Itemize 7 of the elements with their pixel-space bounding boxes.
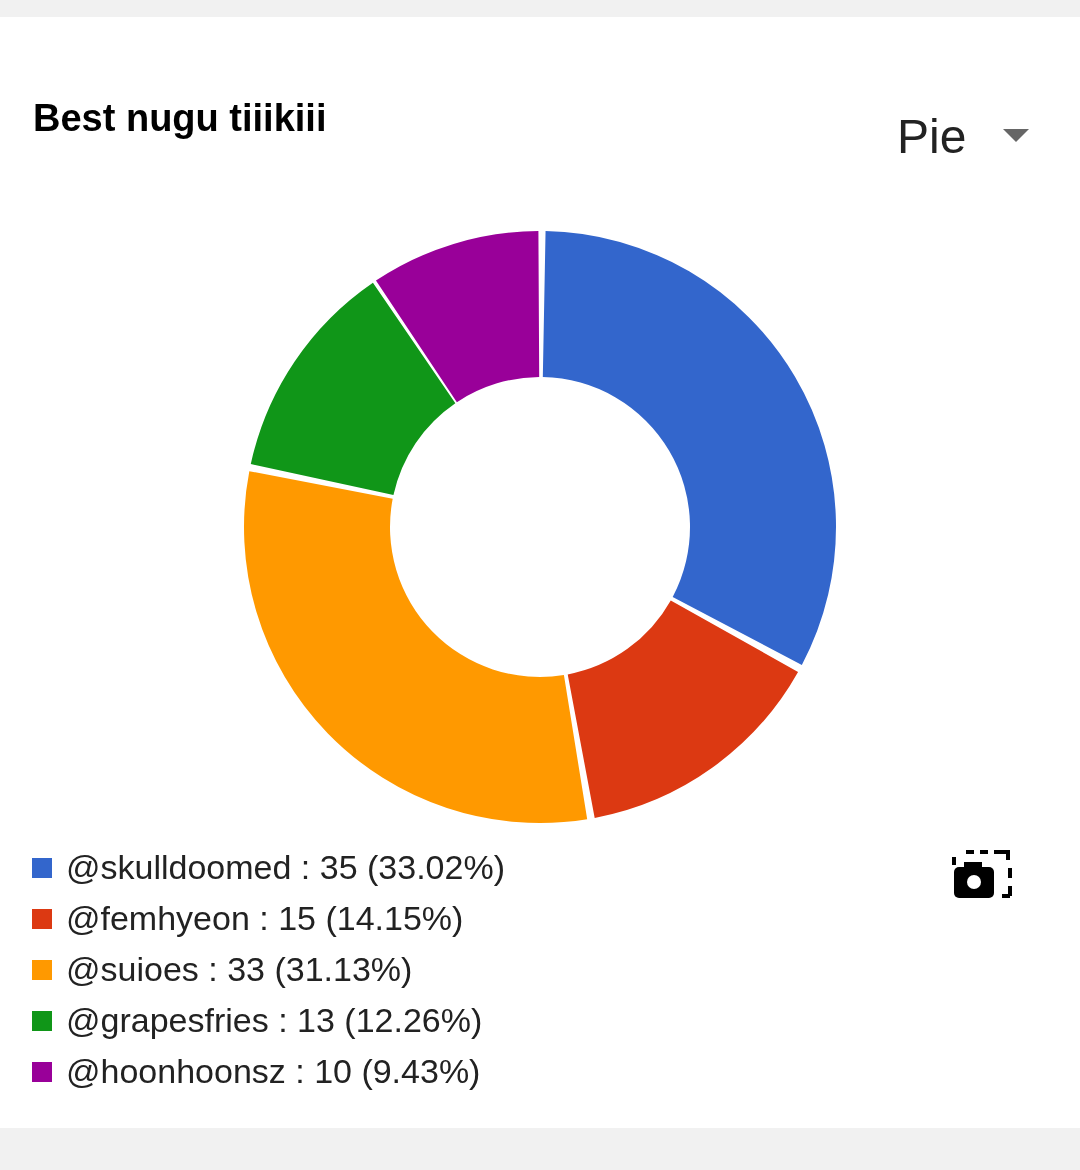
legend-label: @femhyeon : 15 (14.15%) xyxy=(66,899,464,938)
text: Pie xyxy=(897,109,967,164)
legend-label: @grapesfries : 13 (12.26%) xyxy=(66,1001,483,1040)
legend-label: @suioes : 33 (31.13%) xyxy=(66,950,413,989)
legend-label: @skulldoomed : 35 (33.02%) xyxy=(66,848,505,887)
legend-label: @hoonhoonsz : 10 (9.43%) xyxy=(66,1052,481,1091)
chart-title: Best nugu tiiikiii xyxy=(33,97,327,140)
